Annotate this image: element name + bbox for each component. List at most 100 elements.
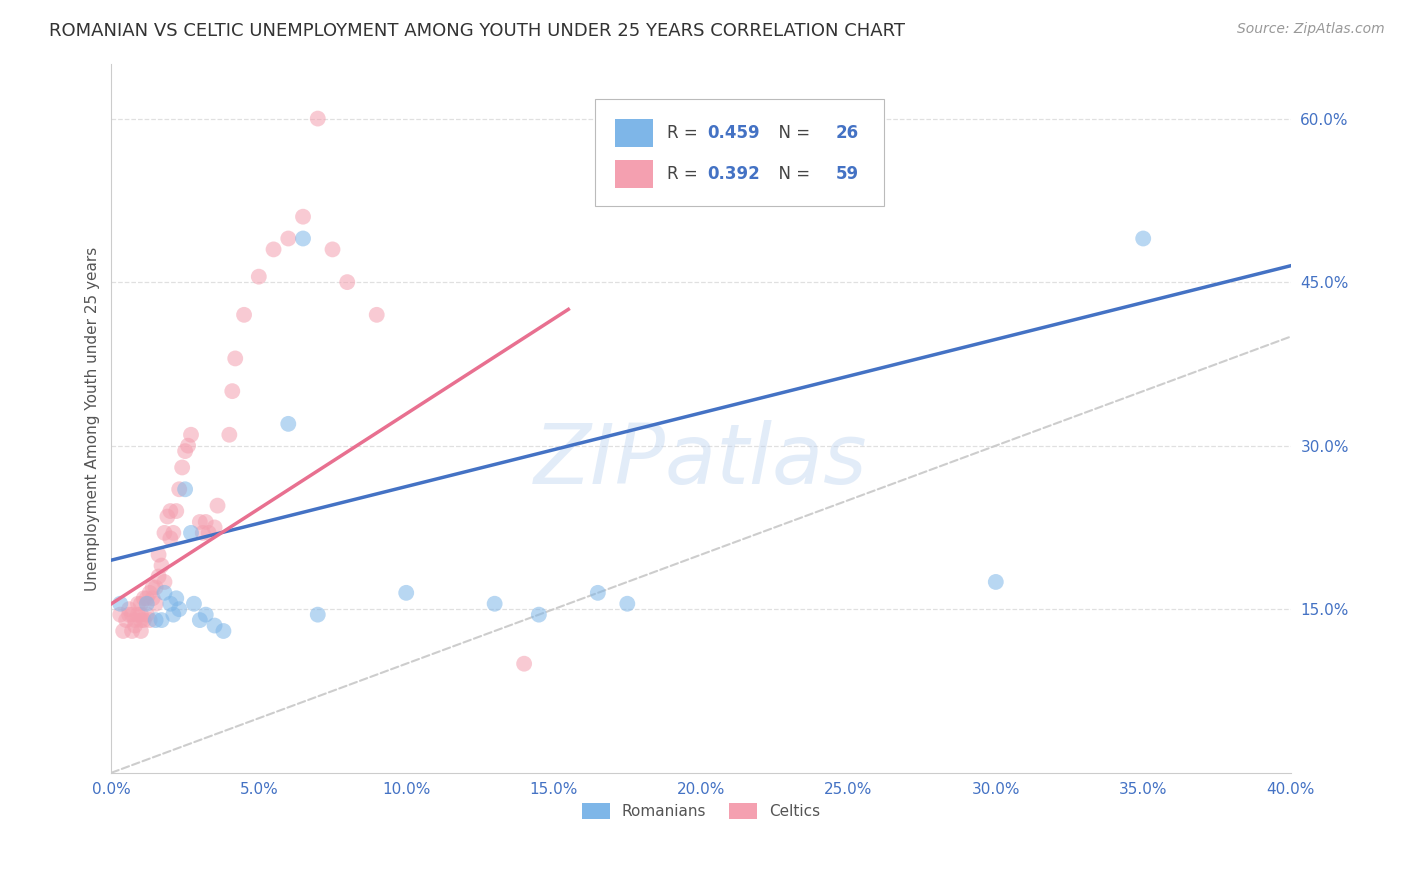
Text: 59: 59 bbox=[835, 165, 859, 183]
Point bbox=[197, 525, 219, 540]
Point bbox=[194, 607, 217, 622]
Point bbox=[513, 657, 536, 671]
Point bbox=[188, 613, 211, 627]
Point bbox=[204, 520, 226, 534]
Point bbox=[366, 308, 388, 322]
Point bbox=[263, 243, 285, 257]
Point bbox=[221, 384, 243, 398]
Point bbox=[148, 569, 170, 583]
Point bbox=[191, 525, 214, 540]
Point bbox=[212, 624, 235, 638]
Text: ROMANIAN VS CELTIC UNEMPLOYMENT AMONG YOUTH UNDER 25 YEARS CORRELATION CHART: ROMANIAN VS CELTIC UNEMPLOYMENT AMONG YO… bbox=[49, 22, 905, 40]
Point bbox=[142, 591, 165, 606]
Point bbox=[174, 444, 197, 458]
Point bbox=[277, 417, 299, 431]
Point bbox=[124, 613, 146, 627]
Point bbox=[135, 591, 157, 606]
Point bbox=[159, 597, 181, 611]
Point bbox=[586, 586, 609, 600]
Point bbox=[218, 427, 240, 442]
Point bbox=[129, 607, 152, 622]
Point bbox=[121, 624, 143, 638]
Point bbox=[148, 548, 170, 562]
Point bbox=[194, 515, 217, 529]
Point bbox=[145, 613, 167, 627]
Point bbox=[167, 483, 190, 497]
Point bbox=[984, 574, 1007, 589]
Point bbox=[167, 602, 190, 616]
FancyBboxPatch shape bbox=[595, 100, 884, 206]
Point bbox=[1132, 231, 1154, 245]
Point bbox=[145, 597, 167, 611]
Point bbox=[112, 624, 135, 638]
Point bbox=[165, 504, 187, 518]
Point bbox=[527, 607, 550, 622]
Point bbox=[142, 581, 165, 595]
Point bbox=[135, 597, 157, 611]
Text: 0.392: 0.392 bbox=[707, 165, 759, 183]
Point bbox=[127, 597, 149, 611]
Text: 0.459: 0.459 bbox=[707, 124, 759, 142]
Point bbox=[145, 581, 167, 595]
Point bbox=[132, 613, 155, 627]
Point bbox=[153, 586, 176, 600]
Point bbox=[118, 607, 141, 622]
Point bbox=[172, 460, 194, 475]
Point bbox=[118, 602, 141, 616]
Point bbox=[110, 597, 132, 611]
Point bbox=[150, 558, 173, 573]
Point bbox=[115, 613, 138, 627]
Point bbox=[138, 613, 160, 627]
Point bbox=[207, 499, 229, 513]
Legend: Romanians, Celtics: Romanians, Celtics bbox=[576, 797, 827, 825]
Point bbox=[127, 607, 149, 622]
Point bbox=[135, 607, 157, 622]
Text: R =: R = bbox=[666, 165, 703, 183]
Point bbox=[153, 574, 176, 589]
Point bbox=[159, 532, 181, 546]
Text: N =: N = bbox=[768, 165, 815, 183]
Point bbox=[165, 591, 187, 606]
Point bbox=[233, 308, 256, 322]
Point bbox=[162, 607, 184, 622]
Point bbox=[395, 586, 418, 600]
Point bbox=[124, 618, 146, 632]
Point bbox=[183, 597, 205, 611]
Point bbox=[336, 275, 359, 289]
Point bbox=[162, 525, 184, 540]
Point bbox=[138, 586, 160, 600]
Point bbox=[156, 509, 179, 524]
Point bbox=[247, 269, 270, 284]
Point bbox=[159, 504, 181, 518]
Point bbox=[321, 243, 343, 257]
Point bbox=[484, 597, 506, 611]
Point bbox=[307, 112, 329, 126]
FancyBboxPatch shape bbox=[614, 119, 652, 147]
Point bbox=[277, 231, 299, 245]
Point bbox=[177, 439, 200, 453]
Text: 26: 26 bbox=[835, 124, 859, 142]
Point bbox=[188, 515, 211, 529]
Point bbox=[204, 618, 226, 632]
Point bbox=[224, 351, 246, 366]
Point bbox=[110, 607, 132, 622]
Text: R =: R = bbox=[666, 124, 703, 142]
Text: N =: N = bbox=[768, 124, 815, 142]
Point bbox=[174, 483, 197, 497]
Point bbox=[307, 607, 329, 622]
Text: Source: ZipAtlas.com: Source: ZipAtlas.com bbox=[1237, 22, 1385, 37]
Point bbox=[616, 597, 638, 611]
Point bbox=[153, 525, 176, 540]
Point bbox=[180, 525, 202, 540]
Point bbox=[129, 613, 152, 627]
Point bbox=[150, 613, 173, 627]
Text: ZIPatlas: ZIPatlas bbox=[534, 420, 868, 501]
Point bbox=[121, 607, 143, 622]
Point bbox=[292, 210, 315, 224]
Point bbox=[129, 597, 152, 611]
Point bbox=[129, 624, 152, 638]
Point bbox=[292, 231, 315, 245]
Point bbox=[132, 591, 155, 606]
FancyBboxPatch shape bbox=[614, 160, 652, 188]
Point bbox=[180, 427, 202, 442]
